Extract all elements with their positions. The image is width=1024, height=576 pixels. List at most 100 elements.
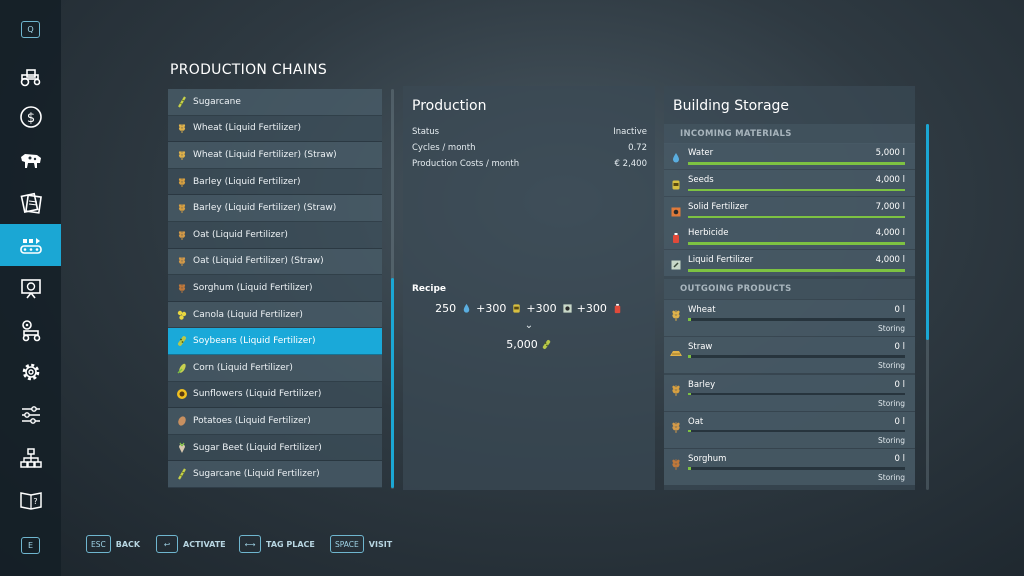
hint-visit[interactable]: SPACE VISIT [330,535,392,553]
sidebar-item-dollar[interactable]: $ [0,96,61,138]
chain-list-item-label: Barley (Liquid Fertilizer) [193,176,301,187]
sidebar-item-help-book[interactable]: ? [0,479,61,521]
sugarbeet-icon [176,442,188,454]
fill-level-bar [688,215,905,219]
side-navigation: Q $? E [0,0,61,576]
product-output-mode[interactable]: Storing [878,435,905,445]
outgoing-product-row[interactable]: Straw 0 l Storing [664,337,915,374]
sorghum-icon [176,282,188,294]
chain-list-item[interactable]: Barley (Liquid Fertilizer) [168,168,382,196]
fill-level-bar-fill [688,429,692,433]
production-stat-row: Cycles / month 0.72 [412,143,647,153]
product-amount: 0 l [894,305,905,315]
sidebar-item-gear[interactable] [0,351,61,393]
chain-list-item[interactable]: Wheat (Liquid Fertilizer) (Straw) [168,142,382,169]
corn-icon [176,362,188,374]
next-page-key[interactable]: E [21,537,40,554]
chain-list-item[interactable]: Barley (Liquid Fertilizer) (Straw) [168,195,382,222]
help-book-icon: ? [18,487,44,513]
hint-tag-place[interactable]: ⟷ TAG PLACE [239,535,315,553]
chain-list-item[interactable]: Sugarcane (Liquid Fertilizer) [168,461,382,488]
material-amount: 5,000 l [875,148,905,158]
chain-list-item[interactable]: Sorghum (Liquid Fertilizer) [168,275,382,302]
soybean-icon [541,339,552,350]
contracts-icon [18,190,44,216]
chain-list-item-label: Soybeans (Liquid Fertilizer) [193,336,316,347]
chain-list-item[interactable]: Sugar Beet (Liquid Fertilizer) [168,434,382,462]
chain-list-item[interactable]: Wheat (Liquid Fertilizer) [168,115,382,143]
material-name: Solid Fertilizer [688,201,749,212]
chain-list-item[interactable]: Canola (Liquid Fertilizer) [168,301,382,329]
solid-fertilizer-icon [670,203,682,217]
sugarcane-icon [176,468,188,480]
tractor-icon [18,63,44,89]
hint-key: ⟷ [239,535,261,553]
product-output-mode[interactable]: Storing [878,473,905,483]
hint-back[interactable]: ESC BACK [86,535,140,553]
product-output-mode[interactable]: Storing [878,361,905,371]
hint-label: VISIT [368,539,393,549]
incoming-material-row: Water 5,000 l [664,143,915,169]
chain-list-item[interactable]: Oat (Liquid Fertilizer) (Straw) [168,248,382,276]
seeds-icon [670,176,682,190]
straw-icon [669,344,683,358]
chain-list-item[interactable]: Oat (Liquid Fertilizer) [168,221,382,249]
potato-icon [176,415,188,427]
hint-activate[interactable]: ↩ ACTIVATE [156,535,226,553]
chain-list-item[interactable]: Corn (Liquid Fertilizer) [168,354,382,382]
network-icon [18,445,44,471]
chain-list-item-label: Potatoes (Liquid Fertilizer) [193,415,311,426]
fill-level-bar-fill [688,188,905,192]
recipe-input-amount: +300 [576,302,607,315]
chain-list-item-label: Sugarcane [193,96,241,107]
chain-list-item[interactable]: Sunflowers (Liquid Fertilizer) [168,381,382,409]
sidebar-item-contracts[interactable] [0,182,61,224]
sidebar-item-cow[interactable] [0,139,61,181]
storage-scroll-thumb[interactable] [926,124,929,340]
product-name: Barley [688,379,716,390]
material-name: Herbicide [688,228,729,239]
recipe-output: 5,000 [403,338,655,351]
product-name: Oat [688,416,704,427]
sidebar-item-vehicles[interactable] [0,309,61,351]
sidebar-item-network[interactable] [0,437,61,479]
product-output-mode[interactable]: Storing [878,324,905,333]
sidebar-item-presentation[interactable] [0,267,61,309]
chain-list-item-label: Oat (Liquid Fertilizer) (Straw) [193,256,324,267]
production-stat-row: Status Inactive [412,127,647,137]
solid-fertilizer-icon [562,303,573,314]
fill-level-bar [688,467,905,470]
presentation-icon [18,275,44,301]
chain-list-item-label: Sugar Beet (Liquid Fertilizer) [193,442,322,453]
recipe-input-amount: +300 [526,302,557,315]
sugarcane-icon [176,96,188,108]
water-drop-icon [670,149,682,163]
chain-list-item[interactable]: Soybeans (Liquid Fertilizer) [168,328,382,355]
recipe-inputs: 250 +300 +300 +300 [403,302,655,315]
product-output-mode[interactable]: Storing [878,398,905,408]
chain-list-item-label: Oat (Liquid Fertilizer) [193,229,288,240]
production-stat-row: Production Costs / month € 2,400 [412,159,647,169]
material-amount: 4,000 l [875,228,905,239]
prev-page-key[interactable]: Q [21,21,40,38]
recipe-output-amount: 5,000 [506,338,538,351]
sliders-icon [18,402,44,428]
sidebar-item-production[interactable] [0,224,61,266]
sidebar-item-tractor[interactable] [0,55,61,97]
chain-list-item[interactable]: Sugarcane [168,89,382,116]
hint-key: SPACE [330,535,364,553]
chain-list-item[interactable]: Potatoes (Liquid Fertilizer) [168,408,382,435]
storage-title: Building Storage [673,98,790,114]
fill-level-bar-fill [688,269,905,272]
outgoing-product-row[interactable]: Wheat 0 l Storing [664,300,915,336]
outgoing-product-row[interactable]: Sorghum 0 l Storing [664,449,915,486]
hint-label: ACTIVATE [183,539,226,549]
barley-icon [176,176,188,188]
sidebar-item-sliders[interactable] [0,394,61,436]
outgoing-product-row[interactable]: Barley 0 l Storing [664,374,915,411]
chain-list-scroll-thumb[interactable] [391,278,394,488]
product-amount: 0 l [894,416,905,427]
outgoing-product-row[interactable]: Oat 0 l Storing [664,411,915,448]
fill-level-bar [688,162,905,165]
fill-level-bar [688,242,905,245]
